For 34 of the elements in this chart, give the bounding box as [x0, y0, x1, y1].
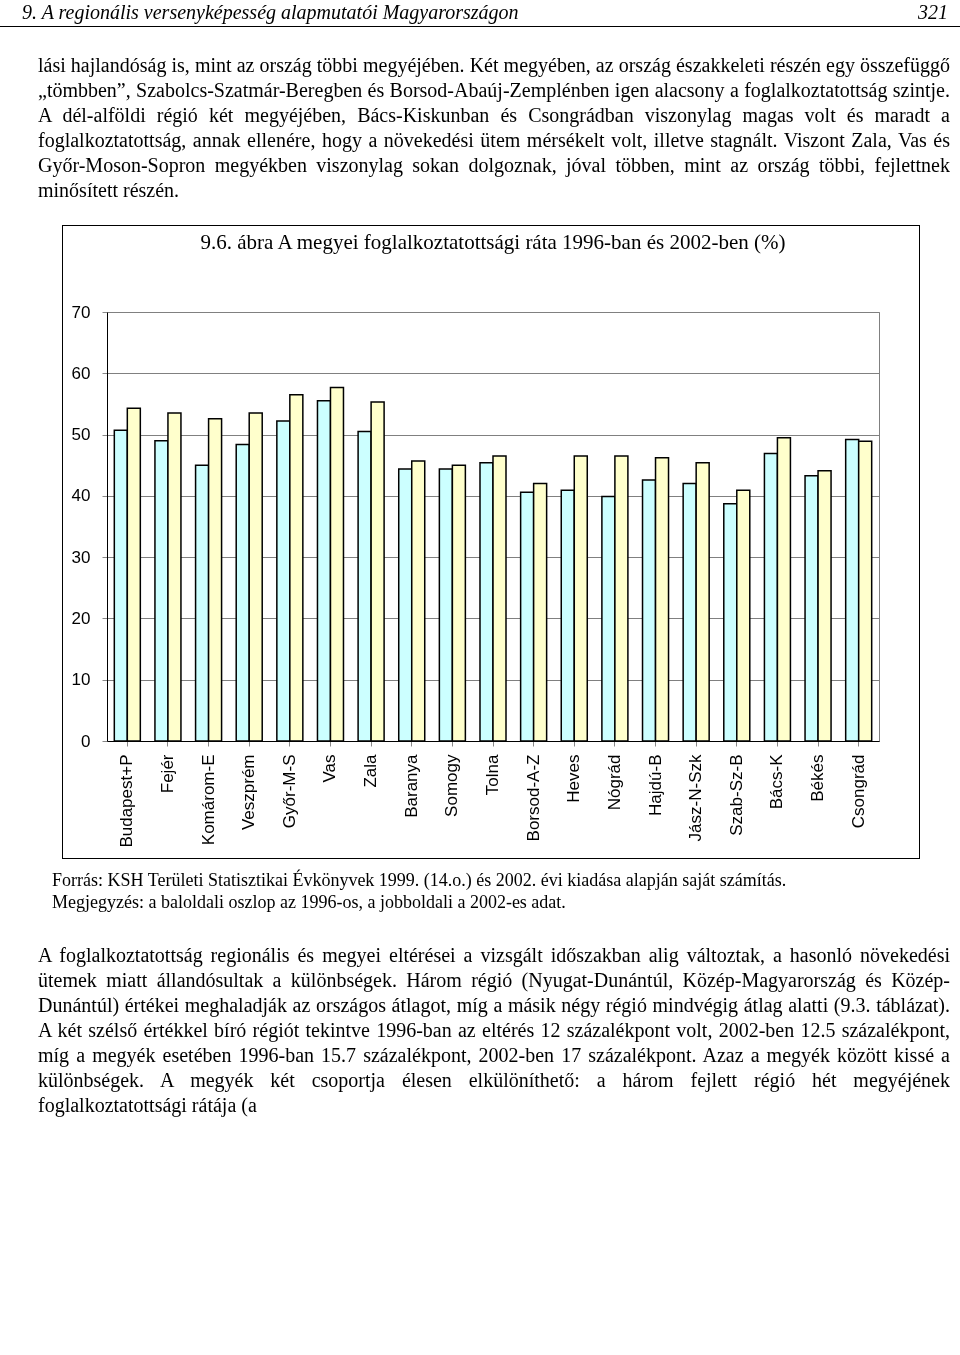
- x-tick-label: Győr-M-S: [279, 754, 299, 829]
- y-tick-label: 30: [71, 547, 91, 567]
- x-tick-label: Hajdú-B: [645, 754, 665, 816]
- chart-title: 9.6. ábra A megyei foglalkoztatottsági ráta 1996-ban és 2002-ben (%): [200, 230, 786, 254]
- y-tick-label: 40: [71, 486, 91, 506]
- y-tick-label: 50: [71, 425, 91, 445]
- x-tick-label: Békés: [808, 754, 828, 802]
- text: lási hajlandóság is, mint az ország többi megyéjében. Két megyében, az ország északkeleti részén egy összefüggő „tömbben”, Szabolcs-Szatmár-Beregben és Borsod-Abaúj-Zemplénben igen alacsony a foglalkoztatottság szintje. A dél-alföldi régió két megyéjében, Bács-Kiskunban és Csongrádban viszonylag magas volt és maradt a foglalkoztatottság, annak ellenére, hogy a növekedési ütem mérsékelt volt, illetve stagnált. Viszont Zala, Vas és Győr-Moson-Sopron megyékben viszonylag sokan dolgoznak, jóval többen, mint az ország többi, fejlettnek minősített részén.: [38, 53, 950, 203]
- x-tick-label: Fejér: [157, 754, 177, 794]
- text: 9. A regionális versenyképesség alapmutatói Magyarországon: [22, 0, 519, 26]
- x-tick-label: Budapest+P: [117, 754, 137, 848]
- x-tick-label: Zala: [361, 753, 381, 788]
- text: A foglalkoztatottság regionális és megyei eltérései a vizsgált időszakban alig változtak, a hasonló növekedési ütemek miatt állandósultak a különbségek. Három régió (Nyugat-Dunántúl, Közép-Magyarország és Közép-Dunántúl) értékei meghaladják az országos átlagot, míg a másik négy régió mindvégig átlag alatti (9.3. táblázat). A két szélső értékkel bíró régiót tekintve 1996-ban az eltérés 12 százalékpont volt, 2002-ben 12.5 százalékpont, míg a megyék esetében 1996-ban 15.7 százalékpont, 2002-ben 17 százalékpont. Azaz a megyék között kissé a különbségek. A megyék két csoportja élesen elkülöníthető: a három fejlett régió hét megyéjének foglalkoztatottsági rátája (a: [38, 943, 950, 1118]
- x-tick-label: Borsod-A-Z: [523, 754, 543, 842]
- y-tick-label: 10: [71, 670, 91, 690]
- x-tick-label: Nógrád: [604, 754, 624, 811]
- text: 321: [918, 0, 948, 25]
- x-tick-label: Somogy: [442, 754, 462, 817]
- x-tick-label: Komárom-E: [198, 754, 218, 846]
- x-tick-label: Vas: [320, 754, 340, 783]
- x-tick-label: Bács-K: [767, 753, 787, 810]
- x-tick-label: Veszprém: [239, 754, 259, 831]
- x-tick-label: Heves: [564, 754, 584, 803]
- x-tick-label: Csongrád: [848, 754, 868, 829]
- y-tick-label: 60: [71, 363, 91, 383]
- text: Forrás: KSH Területi Statisztikai Évkönyvek 1999. (14.o.) és 2002. évi kiadása alapján saját számítás.: [52, 869, 788, 891]
- x-tick-label: Tolna: [483, 753, 502, 796]
- y-tick-label: 20: [71, 608, 91, 628]
- y-tick-label: 70: [71, 302, 91, 322]
- text: Megjegyzés: a baloldali oszlop az 1996-os, a jobboldali a 2002-es adat.: [52, 891, 567, 913]
- x-tick-label: Jász-N-Szk: [686, 754, 706, 842]
- y-tick-label: 0: [81, 731, 91, 751]
- x-tick-label: Baranya: [401, 753, 421, 818]
- x-tick-label: Szab-Sz-B: [726, 754, 746, 836]
